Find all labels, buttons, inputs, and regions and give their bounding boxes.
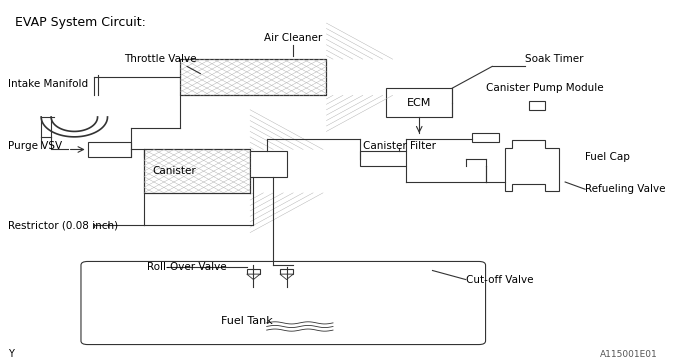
Text: Throttle Valve: Throttle Valve <box>124 54 197 64</box>
Text: EVAP System Circuit:: EVAP System Circuit: <box>14 16 145 29</box>
Text: Restrictor (0.08 inch): Restrictor (0.08 inch) <box>8 220 118 230</box>
Text: Refueling Valve: Refueling Valve <box>585 184 665 194</box>
Bar <box>247 269 260 274</box>
Bar <box>144 150 250 193</box>
Bar <box>180 59 326 95</box>
Bar <box>386 88 452 117</box>
Bar <box>529 101 545 110</box>
Polygon shape <box>247 274 260 280</box>
Text: A115001E01: A115001E01 <box>600 350 658 359</box>
Bar <box>472 133 499 142</box>
Text: Canister: Canister <box>152 166 196 176</box>
Bar <box>180 59 326 95</box>
Bar <box>359 151 406 166</box>
Polygon shape <box>280 274 293 280</box>
Text: Roll-Over Valve: Roll-Over Valve <box>148 262 227 272</box>
Polygon shape <box>505 141 559 191</box>
Bar <box>144 150 250 193</box>
Text: Soak Timer: Soak Timer <box>525 54 584 64</box>
Text: Canister Filter: Canister Filter <box>363 141 436 151</box>
Bar <box>280 269 293 274</box>
Text: Fuel Cap: Fuel Cap <box>585 152 630 162</box>
FancyBboxPatch shape <box>81 261 486 345</box>
Text: ECM: ECM <box>407 98 432 107</box>
Text: Intake Manifold: Intake Manifold <box>8 79 88 90</box>
Text: Y: Y <box>8 349 14 359</box>
Text: Air Cleaner: Air Cleaner <box>264 32 322 43</box>
Bar <box>250 151 287 177</box>
Bar <box>87 142 130 157</box>
Text: Purge VSV: Purge VSV <box>8 141 62 151</box>
Text: Canister Pump Module: Canister Pump Module <box>486 83 603 93</box>
Text: Fuel Tank: Fuel Tank <box>221 316 273 326</box>
Text: Cut-off Valve: Cut-off Valve <box>466 274 533 285</box>
